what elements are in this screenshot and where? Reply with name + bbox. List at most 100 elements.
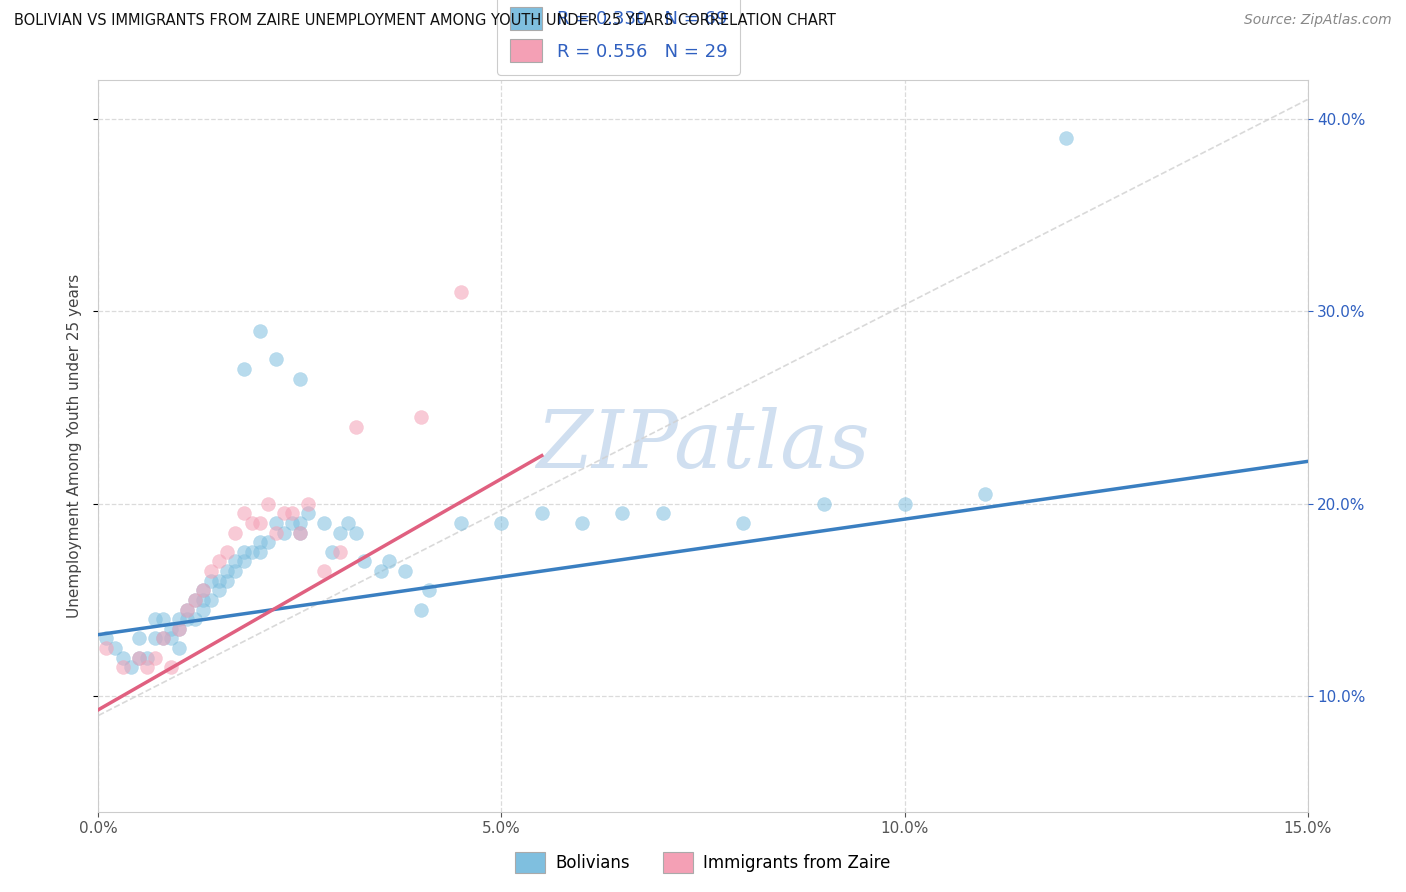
- Point: [160, 660, 183, 674]
- Point: [249, 516, 271, 530]
- Point: [143, 612, 166, 626]
- Point: [152, 632, 174, 646]
- Point: [409, 410, 432, 425]
- Point: [314, 564, 336, 578]
- Point: [200, 574, 222, 588]
- Point: [224, 554, 246, 568]
- Point: [297, 507, 319, 521]
- Point: [184, 593, 207, 607]
- Point: [651, 507, 673, 521]
- Point: [337, 516, 360, 530]
- Point: [394, 564, 416, 578]
- Point: [232, 545, 254, 559]
- Point: [273, 507, 295, 521]
- Point: [249, 324, 271, 338]
- Point: [103, 641, 125, 656]
- Point: [240, 545, 263, 559]
- Point: [813, 497, 835, 511]
- Point: [232, 507, 254, 521]
- Point: [571, 516, 593, 530]
- Point: [176, 602, 198, 616]
- Point: [193, 583, 215, 598]
- Point: [193, 583, 215, 598]
- Point: [224, 525, 246, 540]
- Point: [217, 574, 239, 588]
- Point: [208, 583, 231, 598]
- Point: [135, 660, 157, 674]
- Point: [96, 641, 118, 656]
- Point: [264, 525, 287, 540]
- Point: [249, 535, 271, 549]
- Point: [893, 497, 915, 511]
- Point: [288, 371, 311, 385]
- Point: [193, 593, 215, 607]
- Point: [264, 516, 287, 530]
- Point: [167, 622, 190, 636]
- Point: [232, 554, 254, 568]
- Point: [152, 612, 174, 626]
- Text: Source: ZipAtlas.com: Source: ZipAtlas.com: [1244, 13, 1392, 28]
- Point: [288, 525, 311, 540]
- Point: [450, 516, 472, 530]
- Point: [128, 650, 150, 665]
- Point: [176, 612, 198, 626]
- Point: [120, 660, 142, 674]
- Point: [128, 632, 150, 646]
- Point: [281, 516, 304, 530]
- Point: [208, 554, 231, 568]
- Point: [240, 516, 263, 530]
- Point: [176, 602, 198, 616]
- Point: [111, 650, 134, 665]
- Point: [329, 525, 352, 540]
- Y-axis label: Unemployment Among Youth under 25 years: Unemployment Among Youth under 25 years: [67, 274, 83, 618]
- Point: [160, 622, 183, 636]
- Point: [344, 419, 367, 434]
- Point: [111, 660, 134, 674]
- Point: [193, 602, 215, 616]
- Point: [167, 622, 190, 636]
- Point: [143, 650, 166, 665]
- Point: [418, 583, 440, 598]
- Text: BOLIVIAN VS IMMIGRANTS FROM ZAIRE UNEMPLOYMENT AMONG YOUTH UNDER 25 YEARS CORREL: BOLIVIAN VS IMMIGRANTS FROM ZAIRE UNEMPL…: [14, 13, 837, 29]
- Point: [208, 574, 231, 588]
- Point: [370, 564, 392, 578]
- Point: [297, 497, 319, 511]
- Point: [329, 545, 352, 559]
- Point: [143, 632, 166, 646]
- Point: [273, 525, 295, 540]
- Point: [167, 612, 190, 626]
- Point: [264, 352, 287, 367]
- Point: [281, 507, 304, 521]
- Point: [344, 525, 367, 540]
- Point: [128, 650, 150, 665]
- Point: [377, 554, 399, 568]
- Point: [217, 545, 239, 559]
- Point: [217, 564, 239, 578]
- Point: [256, 535, 278, 549]
- Text: ZIPatlas: ZIPatlas: [536, 408, 870, 484]
- Point: [733, 516, 755, 530]
- Point: [184, 612, 207, 626]
- Point: [314, 516, 336, 530]
- Point: [450, 285, 472, 299]
- Point: [256, 497, 278, 511]
- Point: [200, 593, 222, 607]
- Point: [353, 554, 375, 568]
- Point: [612, 507, 634, 521]
- Point: [530, 507, 553, 521]
- Point: [491, 516, 513, 530]
- Point: [232, 362, 254, 376]
- Point: [974, 487, 997, 501]
- Point: [409, 602, 432, 616]
- Point: [96, 632, 118, 646]
- Point: [167, 641, 190, 656]
- Legend: R = 0.330   N = 69, R = 0.556   N = 29: R = 0.330 N = 69, R = 0.556 N = 29: [496, 0, 740, 75]
- Point: [288, 525, 311, 540]
- Point: [152, 632, 174, 646]
- Point: [184, 593, 207, 607]
- Point: [135, 650, 157, 665]
- Point: [224, 564, 246, 578]
- Point: [288, 516, 311, 530]
- Point: [1054, 131, 1077, 145]
- Point: [249, 545, 271, 559]
